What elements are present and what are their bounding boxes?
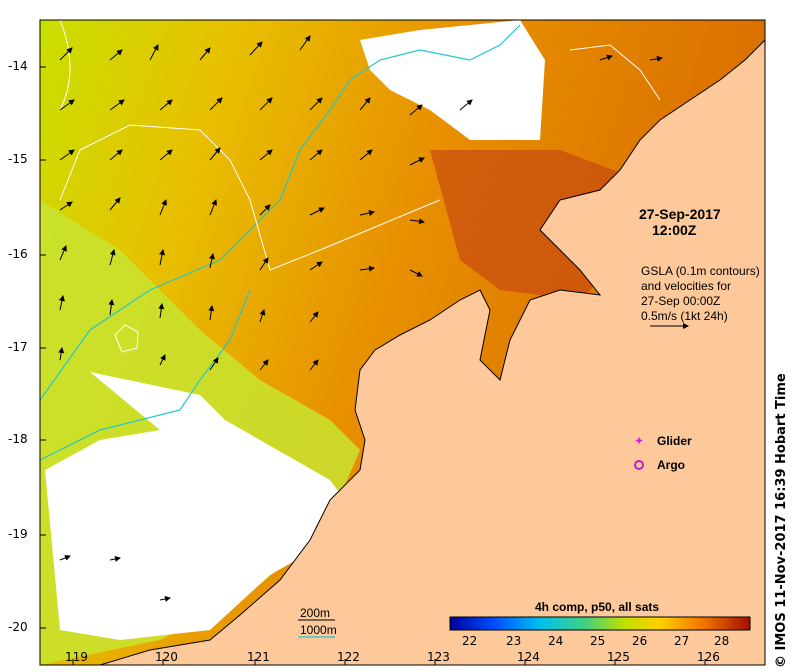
x-tick-label: 122 [337, 650, 360, 664]
legend-1000m-label: 1000m [300, 623, 337, 637]
isobath-1000m [40, 289, 251, 461]
x-tick-label: 121 [247, 650, 270, 664]
y-axis [40, 66, 46, 629]
colorbar-tick: 22 [462, 634, 478, 648]
velocity-arrows [58, 35, 663, 602]
colorbar-tick: 28 [714, 634, 730, 648]
colorbar-tick: 25 [590, 634, 606, 648]
colorbar-tick: 27 [674, 634, 690, 648]
legend-argo-label: Argo [657, 458, 685, 472]
x-tick-label: 123 [427, 650, 450, 664]
y-tick-label: -14 [8, 59, 28, 73]
imos-stamp: © IMOS 11-Nov-2017 16:39 Hobart Time [774, 373, 789, 668]
cloud-mask [45, 372, 360, 640]
gsla-note: GSLA (0.1m contours) [641, 264, 760, 278]
gsla-note: and velocities for [641, 279, 732, 293]
colorbar-title: 4h comp, p50, all sats [535, 600, 660, 614]
y-tick-label: -18 [8, 432, 28, 446]
colorbar-tick: 23 [506, 634, 522, 648]
gsla-contour [569, 44, 661, 101]
map-frame [39, 19, 766, 666]
gsla-contour [59, 124, 441, 271]
map-time: 12:00Z [652, 222, 697, 238]
x-tick-label: 126 [697, 650, 720, 664]
y-tick-label: -19 [8, 527, 28, 541]
y-tick-label: -15 [8, 152, 28, 166]
x-tick-label: 124 [517, 650, 540, 664]
gsla-note: 27-Sep 00:00Z [641, 294, 721, 308]
colorbar [449, 616, 751, 631]
legend-200m-label: 200m [300, 606, 331, 620]
y-tick-label: -20 [8, 620, 28, 634]
y-tick-label: -17 [8, 340, 28, 354]
land-kimberley [99, 20, 765, 665]
x-tick-label: 119 [65, 650, 88, 664]
cloud-mask [360, 20, 545, 140]
x-axis [72, 659, 706, 665]
glider-marker: ✦ [634, 434, 644, 448]
colorbar-tick: 26 [632, 634, 648, 648]
gsla-note: 0.5m/s (1kt 24h) [641, 309, 728, 323]
y-tick-label: -16 [8, 247, 28, 261]
x-tick-label: 120 [155, 650, 178, 664]
argo-marker [634, 460, 644, 470]
map-date: 27-Sep-2017 [639, 206, 721, 222]
legend-glider-label: Glider [657, 434, 692, 448]
x-tick-label: 125 [607, 650, 630, 664]
gsla-contour [59, 20, 71, 111]
isobath-1000m [40, 24, 521, 401]
colorbar-tick: 24 [548, 634, 564, 648]
gsla-contour [114, 324, 139, 353]
